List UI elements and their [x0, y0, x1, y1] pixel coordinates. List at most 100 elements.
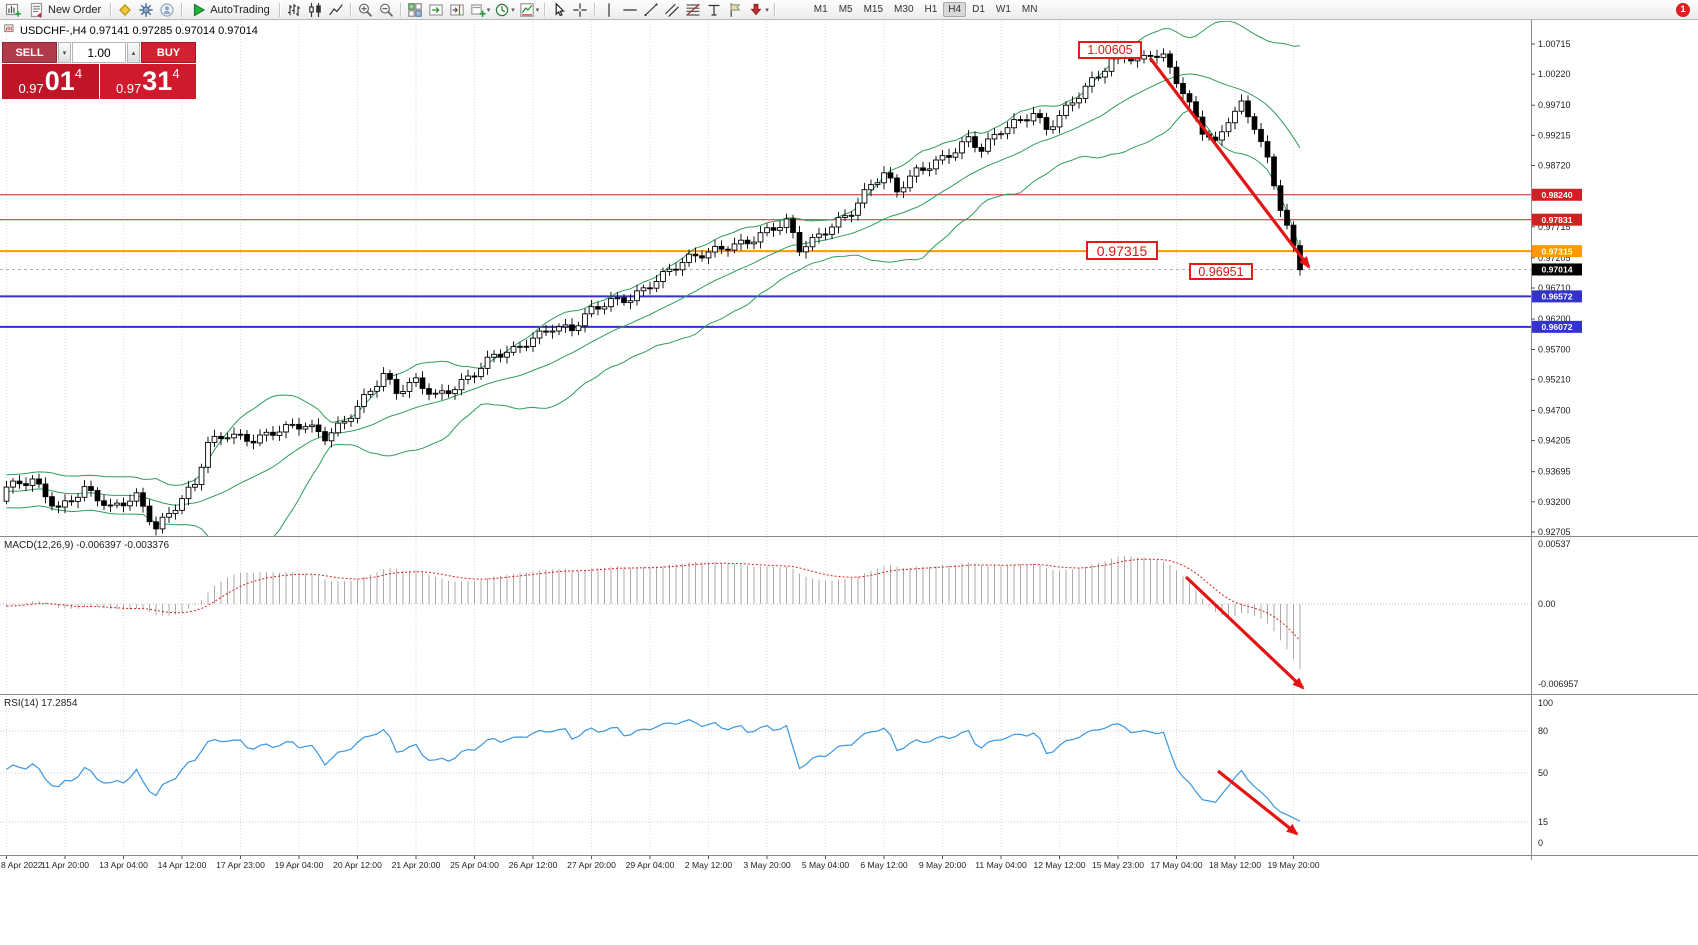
candle-body [120, 502, 127, 507]
time-tick-label: 6 May 12:00 [860, 860, 908, 870]
timeframe-button-D1[interactable]: D1 [972, 4, 985, 15]
volume-input[interactable] [72, 42, 126, 63]
candle-body [1277, 185, 1284, 211]
trend-arrows[interactable] [1148, 57, 1311, 836]
volume-decrease-button[interactable]: ▾ [58, 42, 71, 63]
zoom-out-icon [378, 2, 394, 18]
sell-price-display[interactable]: 0.97 01 4 [2, 64, 99, 99]
zoom-in-button[interactable] [355, 1, 375, 19]
sell-button[interactable]: SELL [2, 42, 57, 63]
buy-price-display[interactable]: 0.97 31 4 [99, 64, 196, 99]
volume-increase-button[interactable]: ▴ [127, 42, 140, 63]
line-chart-button[interactable] [326, 1, 346, 19]
label-tool-button[interactable] [725, 1, 745, 19]
community-button[interactable] [157, 1, 177, 19]
price-axis[interactable]: 1.00715 1.00220 0.99710 0.99215 0.98720 0.977… [1531, 39, 1582, 537]
channel-button[interactable] [662, 1, 682, 19]
new-order-button[interactable]: New Order [24, 1, 106, 19]
timeframe-button-W1[interactable]: W1 [995, 4, 1011, 15]
timeframe-button-H4[interactable]: H4 [943, 2, 967, 17]
time-tick-label: 19 Apr 04:00 [275, 860, 324, 870]
price-tick-label: 1.00715 [1538, 39, 1571, 49]
toolbar-separator [773, 2, 775, 17]
candle-body [718, 245, 725, 250]
bar-chart-button[interactable] [284, 1, 304, 19]
crosshair-button[interactable] [570, 1, 590, 19]
notifications-badge[interactable]: 1 [1676, 2, 1690, 17]
new-order-icon [29, 2, 45, 18]
candle-body [933, 159, 939, 170]
candle-body [822, 233, 829, 236]
price-line-label: 0.96572 [1541, 292, 1572, 302]
chevron-down-icon[interactable]: ▾ [486, 6, 491, 14]
fibonacci-button[interactable] [683, 1, 703, 19]
period-selector-button[interactable] [492, 1, 512, 19]
candle-body [1225, 122, 1232, 133]
text-tool-button[interactable] [704, 1, 724, 19]
candle-body [952, 152, 959, 158]
time-tick-label: 17 May 04:00 [1150, 860, 1202, 870]
timeframe-button-M5[interactable]: M5 [838, 4, 853, 15]
time-tick-label: 5 May 04:00 [802, 860, 850, 870]
chevron-down-icon[interactable]: ▾ [535, 6, 540, 14]
candle-body [796, 232, 803, 253]
metaeditor-button[interactable] [115, 1, 135, 19]
chart-shift-button[interactable] [447, 1, 467, 19]
candle-body [770, 227, 777, 231]
zoom-out-button[interactable] [376, 1, 396, 19]
candle-body [393, 378, 400, 394]
timeframe-button-M30[interactable]: M30 [894, 4, 914, 15]
candle-body [1271, 156, 1277, 187]
candle-body [55, 505, 62, 508]
price-tick-label: 0.95700 [1538, 345, 1571, 355]
options-icon [138, 2, 154, 18]
candle-body [900, 187, 907, 193]
price-annotation-box[interactable]: 0.97315 [1086, 241, 1158, 260]
price-line-label: 0.96072 [1541, 322, 1572, 332]
candle-body [712, 245, 718, 253]
price-tick-label: 0.93200 [1538, 497, 1571, 507]
candlestick-chart-icon [307, 2, 323, 18]
arrows-tool-button[interactable] [746, 1, 766, 19]
candle-body [699, 255, 705, 259]
cursor-button[interactable] [549, 1, 569, 19]
timeframe-button-M15[interactable]: M15 [863, 4, 884, 15]
timeframe-button-H1[interactable]: H1 [924, 4, 938, 15]
autotrading-button[interactable]: AutoTrading [186, 1, 275, 19]
candle-body [640, 287, 647, 292]
time-tick-label: 14 Apr 12:00 [158, 860, 207, 870]
candlestick-chart-button[interactable] [305, 1, 325, 19]
candle-body [848, 214, 855, 217]
horizontal-line-button[interactable] [620, 1, 640, 19]
candle-body [153, 521, 159, 530]
candle-body [224, 437, 231, 440]
chevron-down-icon[interactable]: ▾ [765, 6, 769, 14]
timeframe-button-MN[interactable]: MN [1021, 4, 1038, 15]
timeframe-button-M1[interactable]: M1 [813, 4, 828, 15]
buy-button[interactable]: BUY [141, 42, 196, 63]
auto-scroll-button[interactable] [426, 1, 446, 19]
vertical-line-button[interactable] [599, 1, 619, 19]
candle-body [575, 325, 582, 332]
horizontal-lines-layer[interactable] [0, 194, 1531, 328]
new-chart-button[interactable] [3, 1, 23, 19]
price-tick-label: 0.98720 [1538, 161, 1571, 171]
toolbar-separator [110, 2, 112, 17]
trendline-button[interactable] [641, 1, 661, 19]
candle-body [1147, 54, 1154, 57]
candle-body [62, 500, 68, 508]
price-tick-label: 1.00220 [1538, 69, 1571, 79]
candle-body [855, 202, 861, 216]
options-button[interactable] [136, 1, 156, 19]
price-annotation-box[interactable]: 0.96951 [1189, 263, 1253, 280]
chevron-down-icon[interactable]: ▾ [511, 6, 515, 14]
indicators-button[interactable] [517, 1, 537, 19]
new-window-button[interactable] [468, 1, 488, 19]
auto-scroll-icon [428, 2, 444, 18]
svg-text:0: 0 [1538, 838, 1543, 848]
tile-windows-button[interactable] [405, 1, 425, 19]
price-annotation-box[interactable]: 1.00605 [1078, 41, 1142, 59]
